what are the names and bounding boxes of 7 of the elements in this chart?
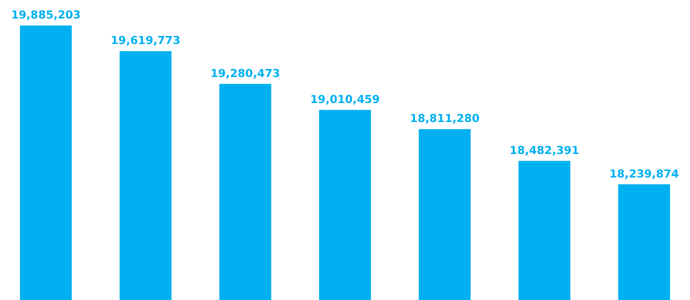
data-label: 19,010,459: [310, 92, 380, 106]
data-label: 19,885,203: [11, 8, 81, 22]
data-label: 19,619,773: [110, 34, 180, 48]
data-label: 18,482,391: [510, 144, 580, 157]
data-label: 18,239,874: [609, 167, 680, 180]
data-label: 18,811,280: [410, 112, 480, 126]
data-label: 19,280,473: [210, 66, 280, 80]
